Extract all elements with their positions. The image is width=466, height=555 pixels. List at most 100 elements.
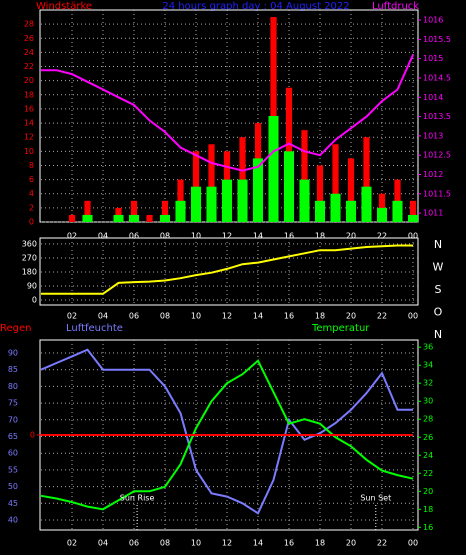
x-tick-label: 00 — [408, 312, 418, 321]
y-tick-label: 6 — [29, 175, 34, 184]
compass-label: O — [434, 306, 443, 319]
x-tick-label: 08 — [160, 232, 170, 241]
wind-bar — [192, 151, 200, 222]
y-tick-label: 45 — [8, 499, 18, 508]
y-tick-label: 2 — [29, 203, 34, 212]
x-tick-label: 02 — [67, 312, 77, 321]
temperature-label: Temperatur — [311, 323, 370, 334]
x-tick-label: 12 — [222, 539, 232, 548]
x-tick-label: 06 — [129, 539, 139, 548]
y-tick-label: 75 — [8, 399, 18, 408]
y-tick-label: 4 — [29, 189, 34, 198]
x-tick-label: 04 — [98, 312, 108, 321]
wind-bar — [237, 179, 248, 222]
annotation-label: Sun Rise — [120, 494, 155, 503]
x-tick-label: 22 — [377, 539, 387, 548]
x-tick-label: 02 — [67, 539, 77, 548]
compass-label: W — [433, 261, 444, 274]
y-tick-label: 14 — [24, 119, 34, 128]
wind-bar — [316, 165, 324, 222]
y-tick-label: 24 — [24, 48, 34, 57]
wind-bar — [159, 214, 171, 222]
y-tick-label: 90 — [27, 281, 37, 290]
wind-bar — [392, 200, 403, 222]
series-line — [40, 348, 413, 515]
y-tick-label: 16 — [24, 104, 34, 113]
x-tick-label: 00 — [408, 232, 418, 241]
x-tick-label: 14 — [253, 539, 263, 548]
x-tick-label: 02 — [67, 232, 77, 241]
x-tick-label: 10 — [191, 539, 201, 548]
wind-bar — [146, 214, 153, 222]
series-line — [41, 54, 414, 172]
y-tick-label: 85 — [8, 365, 18, 374]
wind-bar — [206, 186, 217, 222]
y-tick-label: 12 — [24, 133, 34, 142]
wind-bar — [68, 214, 76, 222]
y2-tick-label: 34 — [423, 361, 433, 370]
chart-title: 24 hours graph day : 04 August 2022 — [162, 1, 349, 12]
rain-label: Regen — [0, 323, 32, 334]
compass-label: S — [435, 283, 442, 296]
wind-bar — [190, 186, 202, 222]
wind-bar — [345, 200, 357, 222]
wind-bar — [175, 200, 186, 222]
x-tick-label: 20 — [346, 232, 356, 241]
y2-tick-label: 1012.5 — [423, 151, 451, 160]
y2-tick-label: 36 — [423, 343, 433, 352]
wind-bar — [283, 151, 295, 222]
wind-bar — [221, 179, 233, 222]
wind-bar — [407, 214, 419, 222]
y-tick-label: 26 — [24, 34, 34, 43]
x-tick-label: 06 — [129, 312, 139, 321]
y2-tick-label: 1012 — [423, 170, 443, 179]
y-tick-label: 8 — [29, 161, 34, 170]
wind-label: Windstärke — [36, 1, 92, 12]
compass-label: N — [434, 238, 442, 251]
y-tick-label: 55 — [8, 465, 18, 474]
wind-bar — [268, 116, 279, 222]
wind-bar — [363, 137, 370, 222]
x-tick-label: 08 — [160, 312, 170, 321]
x-tick-label: 16 — [284, 312, 294, 321]
y2-tick-label: 26 — [423, 433, 433, 442]
x-tick-label: 00 — [408, 539, 418, 548]
wind-bar — [252, 158, 264, 222]
y-tick-label: 18 — [24, 90, 34, 99]
y2-tick-label: 1016 — [423, 16, 443, 25]
y-tick-label: 65 — [8, 432, 18, 441]
y2-tick-label: 1015 — [423, 54, 443, 63]
x-tick-label: 04 — [98, 232, 108, 241]
wind-bar — [82, 214, 93, 222]
x-tick-label: 18 — [315, 232, 325, 241]
x-tick-label: 08 — [160, 539, 170, 548]
wind-bar — [128, 214, 140, 222]
y3-tick-label: 0 — [30, 431, 35, 440]
x-tick-label: 20 — [346, 539, 356, 548]
humidity-label: Luftfeuchte — [66, 323, 123, 334]
wind-bar — [332, 144, 339, 222]
y2-tick-label: 20 — [423, 487, 433, 496]
x-tick-label: 04 — [98, 539, 108, 548]
pressure-label: Luftdruck — [372, 1, 419, 12]
y-tick-label: 20 — [24, 76, 34, 85]
x-tick-label: 14 — [253, 232, 263, 241]
y-tick-label: 80 — [8, 382, 18, 391]
wind-bar — [113, 214, 124, 222]
wind-bar — [330, 193, 341, 222]
wind-bar — [376, 207, 388, 222]
y-tick-label: 22 — [24, 62, 34, 71]
y-tick-label: 180 — [22, 267, 37, 276]
wind-bar — [84, 200, 91, 222]
x-tick-label: 12 — [222, 232, 232, 241]
y2-tick-label: 22 — [423, 469, 433, 478]
x-tick-label: 18 — [315, 539, 325, 548]
x-tick-label: 22 — [377, 232, 387, 241]
y-tick-label: 70 — [8, 415, 18, 424]
wind-bar — [314, 200, 326, 222]
wind-bar — [299, 179, 310, 222]
series-line — [40, 359, 414, 511]
wind-bar — [361, 186, 372, 222]
